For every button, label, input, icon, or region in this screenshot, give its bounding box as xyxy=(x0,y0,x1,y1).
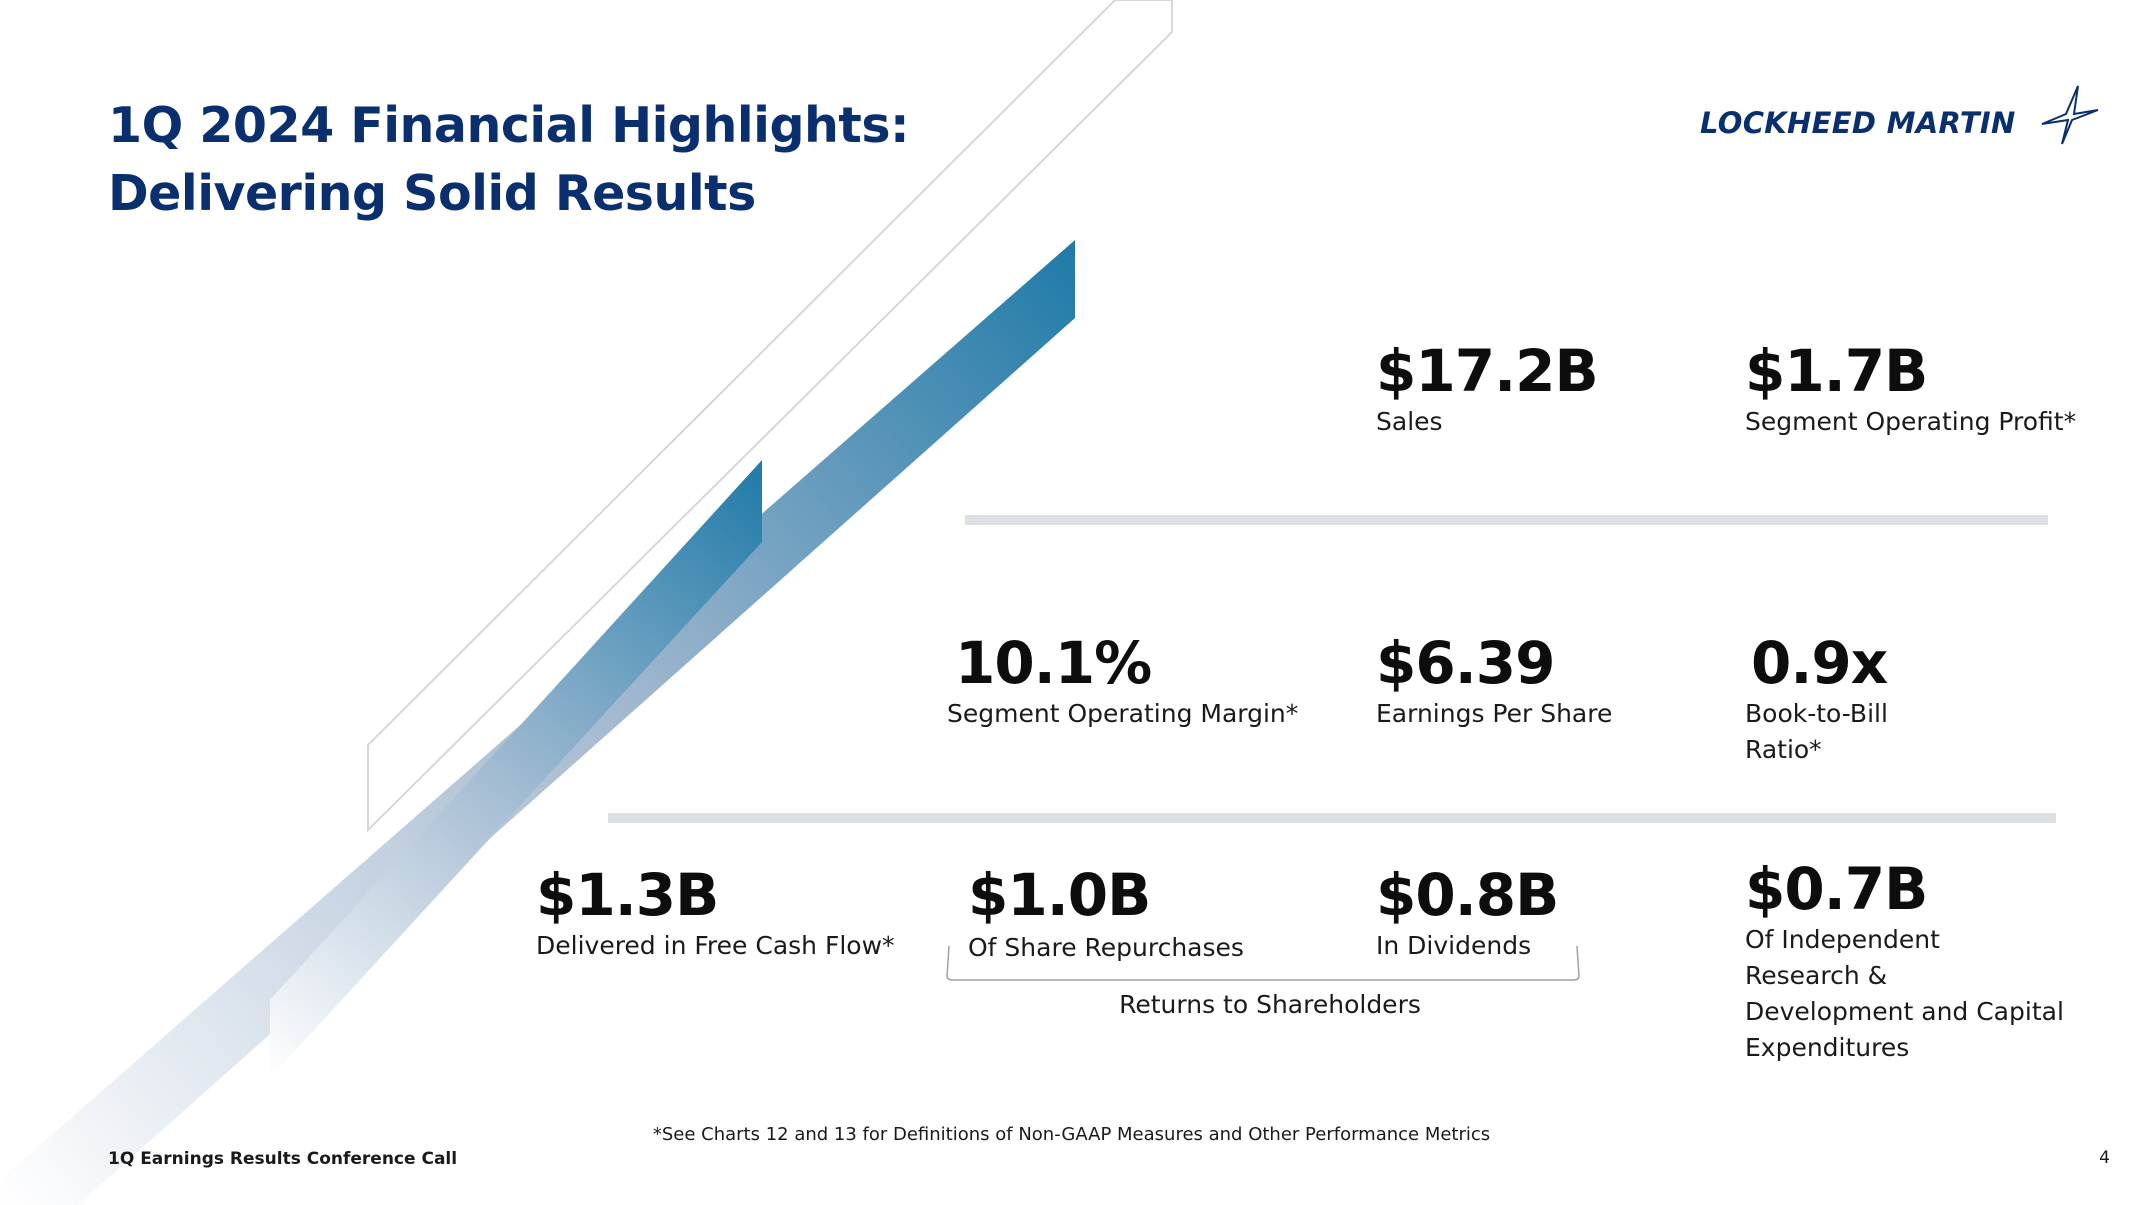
sales-label: Sales xyxy=(1376,407,1443,436)
metric-ird-capex: $0.7B Of Independent Research & Developm… xyxy=(1745,856,2064,1066)
logo-text: LOCKHEED MARTIN xyxy=(1700,106,2016,140)
book-to-bill-value: 0.9x xyxy=(1751,629,1888,697)
returns-to-shareholders-label: Returns to Shareholders xyxy=(1119,990,1421,1019)
book-to-bill-label-line-2: Ratio* xyxy=(1745,735,1822,764)
title-line-2: Delivering Solid Results xyxy=(108,165,756,222)
ird-capex-label-line-1: Of Independent xyxy=(1745,925,1940,954)
sales-value: $17.2B xyxy=(1376,337,1599,405)
returns-bracket xyxy=(946,945,1580,981)
segment-operating-profit-label: Segment Operating Profit* xyxy=(1745,407,2077,436)
segment-operating-margin-label: Segment Operating Margin* xyxy=(947,699,1299,728)
eps-value: $6.39 xyxy=(1376,629,1555,697)
metric-segment-operating-profit: $1.7B Segment Operating Profit* xyxy=(1745,338,2076,440)
lockheed-martin-logo: LOCKHEED MARTIN xyxy=(1700,84,2100,154)
metric-share-repurchases: $1.0B Of Share Repurchases xyxy=(968,862,1244,966)
footnote: *See Charts 12 and 13 for Definitions of… xyxy=(652,1124,1491,1145)
metric-eps: $6.39 Earnings Per Share xyxy=(1376,630,1612,732)
free-cash-flow-label: Delivered in Free Cash Flow* xyxy=(536,931,895,960)
segment-operating-margin-value: 10.1% xyxy=(955,629,1152,697)
share-repurchases-value: $1.0B xyxy=(968,861,1151,929)
metric-sales: $17.2B Sales xyxy=(1376,337,1599,440)
dividends-value: $0.8B xyxy=(1376,861,1559,929)
ird-capex-label-line-3: Development and Capital xyxy=(1745,997,2064,1026)
book-to-bill-label-line-1: Book-to-Bill xyxy=(1745,699,1888,728)
ird-capex-value: $0.7B xyxy=(1745,855,1928,923)
share-repurchases-label: Of Share Repurchases xyxy=(968,933,1244,962)
page-title: 1Q 2024 Financial Highlights: Delivering… xyxy=(108,92,910,228)
ird-capex-label-line-4: Expenditures xyxy=(1745,1033,1910,1062)
segment-operating-profit-value: $1.7B xyxy=(1745,337,1928,405)
metric-free-cash-flow: $1.3B Delivered in Free Cash Flow* xyxy=(536,862,895,964)
divider-2 xyxy=(608,813,2056,823)
metric-dividends: $0.8B In Dividends xyxy=(1376,861,1559,964)
free-cash-flow-value: $1.3B xyxy=(536,861,719,929)
eps-label: Earnings Per Share xyxy=(1376,699,1613,728)
gradient-stripe-small xyxy=(270,460,762,1078)
footer-text: 1Q Earnings Results Conference Call xyxy=(108,1149,458,1169)
dividends-label: In Dividends xyxy=(1376,931,1532,960)
star-icon xyxy=(2041,85,2099,145)
ird-capex-label-line-2: Research & xyxy=(1745,961,1888,990)
metric-book-to-bill: 0.9x Book-to-Bill Ratio* xyxy=(1745,630,1888,768)
gradient-stripe-large xyxy=(0,240,1075,1205)
metric-segment-operating-margin: 10.1% Segment Operating Margin* xyxy=(947,630,1298,732)
divider-1 xyxy=(965,515,2048,525)
title-line-1: 1Q 2024 Financial Highlights: xyxy=(108,97,910,154)
page-number: 4 xyxy=(2099,1148,2110,1168)
